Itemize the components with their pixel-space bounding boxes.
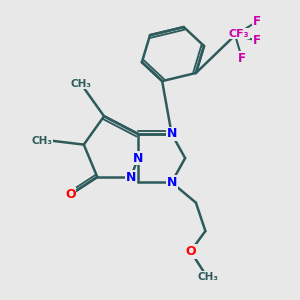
Text: CH₃: CH₃	[70, 79, 92, 89]
Text: CH₃: CH₃	[32, 136, 52, 146]
Text: N: N	[167, 127, 177, 140]
Text: F: F	[253, 15, 261, 28]
Text: F: F	[253, 34, 261, 47]
Text: N: N	[126, 170, 136, 184]
Text: CF₃: CF₃	[229, 29, 249, 39]
Text: O: O	[185, 245, 196, 258]
Text: N: N	[133, 152, 143, 165]
Text: N: N	[167, 176, 177, 189]
Text: F: F	[238, 52, 246, 64]
Text: O: O	[65, 188, 76, 201]
Text: CH₃: CH₃	[198, 272, 219, 282]
